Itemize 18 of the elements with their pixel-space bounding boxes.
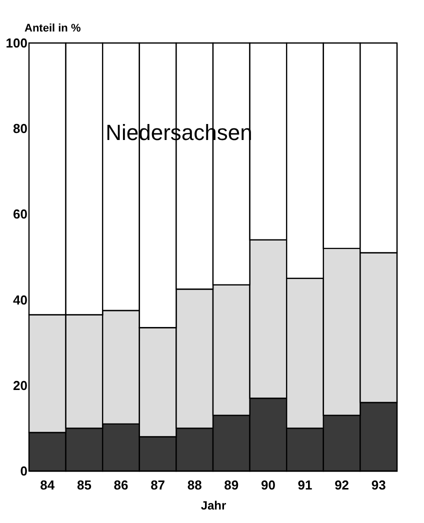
x-tick-label: 84 [40, 478, 56, 492]
x-axis-title: Jahr [200, 498, 226, 512]
x-tick-label: 88 [187, 478, 202, 492]
x-tick-label: 87 [150, 478, 166, 492]
x-tick-label: 92 [334, 478, 350, 492]
y-axis-title: Anteil in % [24, 22, 81, 34]
y-tick-label: 100 [6, 36, 28, 50]
y-tick-label: 20 [13, 378, 28, 393]
x-tick-label: 91 [298, 478, 312, 492]
x-tick-label: 86 [114, 478, 128, 492]
x-tick-label: 90 [260, 478, 276, 492]
x-tick-label: 89 [224, 478, 239, 492]
y-tick-label: 40 [13, 292, 28, 308]
y-tick-label: 80 [13, 121, 28, 136]
y-tick-label: 0 [20, 464, 28, 478]
y-tick-label: 60 [13, 206, 28, 222]
x-tick-label: 93 [371, 478, 386, 492]
x-tick-label: 85 [76, 478, 92, 492]
